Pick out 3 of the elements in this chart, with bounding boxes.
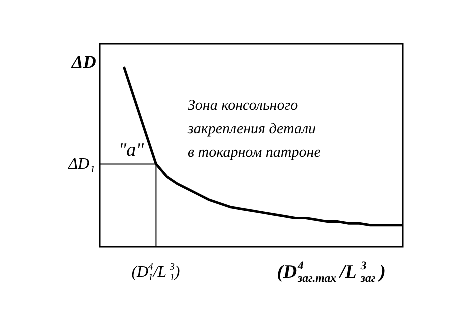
annotation: "a": [118, 140, 146, 162]
annotation: Зона консольного закрепления детали в токарном патроне: [187, 98, 322, 161]
y-axis-title: ΔD: [71, 52, 96, 72]
